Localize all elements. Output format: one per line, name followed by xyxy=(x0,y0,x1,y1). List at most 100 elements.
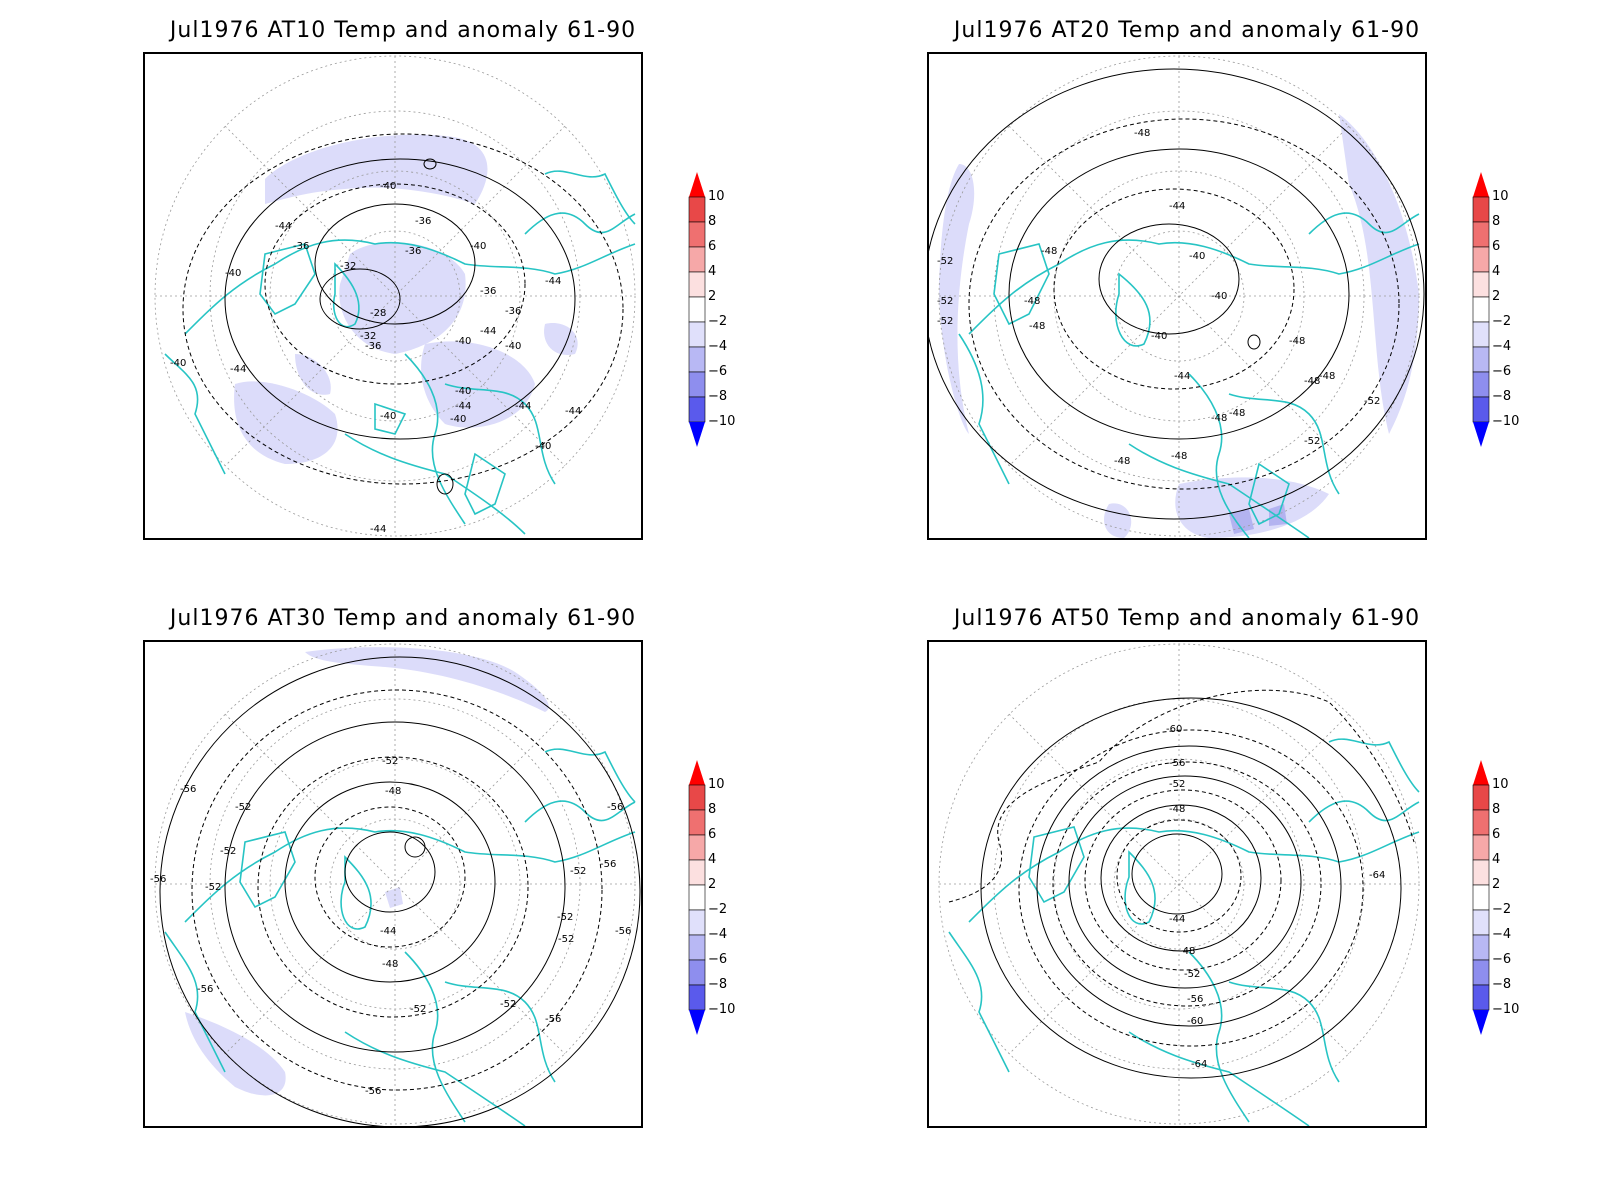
anomaly-region xyxy=(1104,503,1132,538)
contour-label: -40 xyxy=(380,411,396,422)
contour-label: -52 xyxy=(205,882,221,893)
colorbar-arrow-top xyxy=(689,760,705,785)
colorbar-label: −10 xyxy=(708,414,736,429)
panel-at50: Jul1976 AT50 Temp and anomaly 61-90 xyxy=(927,604,1447,1144)
panel-at30: Jul1976 AT30 Temp and anomaly 61-90 xyxy=(143,604,663,1144)
colorbar-segment xyxy=(688,196,706,223)
coastlines xyxy=(948,738,1420,1126)
colorbar-label: 2 xyxy=(1492,289,1501,304)
colorbar-segment xyxy=(688,396,706,423)
colorbar-label: −8 xyxy=(1492,977,1512,992)
colorbar-label: −4 xyxy=(708,927,728,942)
contour-label: -48 xyxy=(1041,246,1057,257)
colorbar-segment xyxy=(688,809,706,836)
colorbar-label: 10 xyxy=(708,777,725,792)
colorbar-label: 8 xyxy=(1492,802,1501,817)
contour-label: -52 xyxy=(570,866,586,877)
colorbar-label: 6 xyxy=(708,827,717,842)
colorbar-segment xyxy=(688,221,706,248)
colorbar-arrow-top xyxy=(689,172,705,197)
colorbar-segment xyxy=(1472,884,1490,911)
colorbar-bottom-left: 10 8 6 4 2 −2 −4 −6 −8 −10 xyxy=(688,760,768,1050)
colorbar-segment xyxy=(688,784,706,811)
colorbar-label: 6 xyxy=(708,239,717,254)
temperature-contours xyxy=(929,68,1425,520)
contour-label: -32 xyxy=(340,261,356,272)
contour-label: -40 xyxy=(1189,251,1205,262)
colorbar-label: −10 xyxy=(1492,414,1520,429)
anomaly-region xyxy=(939,164,975,434)
colorbar-label: −2 xyxy=(708,902,728,917)
colorbar-label: −6 xyxy=(708,952,728,967)
colorbar-segment xyxy=(688,909,706,936)
colorbar-label: −6 xyxy=(1492,364,1512,379)
contour-label: -44 xyxy=(1174,371,1190,382)
colorbar-segment xyxy=(688,859,706,886)
latlon-grid xyxy=(154,643,636,1125)
contour-label: -48 xyxy=(385,786,401,797)
contour-label: -44 xyxy=(275,221,291,232)
colorbar-segment xyxy=(688,271,706,298)
colorbar-label: −10 xyxy=(708,1002,736,1017)
panel-title: Jul1976 AT10 Temp and anomaly 61-90 xyxy=(169,18,637,43)
colorbar-segment xyxy=(688,984,706,1011)
contour-label: -40 xyxy=(225,268,241,279)
contour-label: -52 xyxy=(1169,779,1185,790)
contour-label: -48 xyxy=(1179,946,1195,957)
polar-map: -60 -56 -52 -48 -44 -48 -52 -56 -60 -64 … xyxy=(927,640,1427,1128)
colorbar-bottom-right: 10 8 6 4 2 −2 −4 −6 −8 −10 xyxy=(1472,760,1552,1050)
colorbar-label: −4 xyxy=(1492,339,1512,354)
colorbar-svg xyxy=(688,172,706,447)
colorbar-label: −2 xyxy=(1492,314,1512,329)
polar-map: -52 -48 -44 -48 -52 -52 -52 -52 -56 -52 … xyxy=(143,640,643,1128)
colorbar-segment xyxy=(688,346,706,373)
contour-label: -52 xyxy=(410,1004,426,1015)
colorbar-segment xyxy=(1472,396,1490,423)
colorbar-label: 2 xyxy=(708,877,717,892)
contour-label: -60 xyxy=(1187,1016,1203,1027)
contour-label: -52 xyxy=(1184,969,1200,980)
contour-label: -48 xyxy=(1211,413,1227,424)
contour-label: -40 xyxy=(170,358,186,369)
contour-label: -56 xyxy=(1187,994,1203,1005)
contour-label: -60 xyxy=(1166,724,1182,735)
contour-label: -32 xyxy=(360,331,376,342)
colorbar-label: 6 xyxy=(1492,827,1501,842)
contour-label: -64 xyxy=(1369,870,1385,881)
colorbar-segment xyxy=(688,934,706,961)
contour-label: -44 xyxy=(380,926,396,937)
contour-label: -40 xyxy=(455,336,471,347)
panel-title: Jul1976 AT50 Temp and anomaly 61-90 xyxy=(953,606,1421,631)
colorbar-label: −2 xyxy=(1492,902,1512,917)
contour-labels: -60 -56 -52 -48 -44 -48 -52 -56 -60 -64 … xyxy=(1166,724,1385,1070)
anomaly-region xyxy=(265,134,488,204)
colorbar-segment xyxy=(1472,784,1490,811)
contour-label: -52 xyxy=(1364,396,1380,407)
temperature-contours xyxy=(182,133,624,495)
contour-label: -36 xyxy=(405,246,421,257)
contour-label: -48 xyxy=(1169,804,1185,815)
colorbar-label: −2 xyxy=(708,314,728,329)
temperature-contours xyxy=(948,689,1415,1079)
colorbar-segment xyxy=(1472,271,1490,298)
colorbar-label: −8 xyxy=(708,977,728,992)
colorbar-segment xyxy=(688,959,706,986)
panel-title: Jul1976 AT30 Temp and anomaly 61-90 xyxy=(169,606,637,631)
colorbar-label: 4 xyxy=(708,264,717,279)
map-svg: -40 -36 -36 -36 -32 -40 -40 -28 -32 -36 … xyxy=(154,55,636,537)
colorbar-segment xyxy=(1472,859,1490,886)
colorbar-arrow-top xyxy=(1473,172,1489,197)
colorbar-label: 4 xyxy=(1492,852,1501,867)
contour-label: -56 xyxy=(615,926,631,937)
polar-map: -40 -36 -36 -36 -32 -40 -40 -28 -32 -36 … xyxy=(143,52,643,540)
colorbar-label: −6 xyxy=(708,364,728,379)
contour-label: -52 xyxy=(557,912,573,923)
colorbar-arrow-bottom xyxy=(689,422,705,447)
colorbar-segment xyxy=(1472,321,1490,348)
contour-labels: -40 -36 -36 -36 -32 -40 -40 -28 -32 -36 … xyxy=(170,181,581,535)
colorbar-label: 2 xyxy=(708,289,717,304)
colorbar-label: −6 xyxy=(1492,952,1512,967)
contour-label: -36 xyxy=(293,241,309,252)
colorbar-arrow-bottom xyxy=(1473,422,1489,447)
anomaly-region xyxy=(1229,509,1254,534)
